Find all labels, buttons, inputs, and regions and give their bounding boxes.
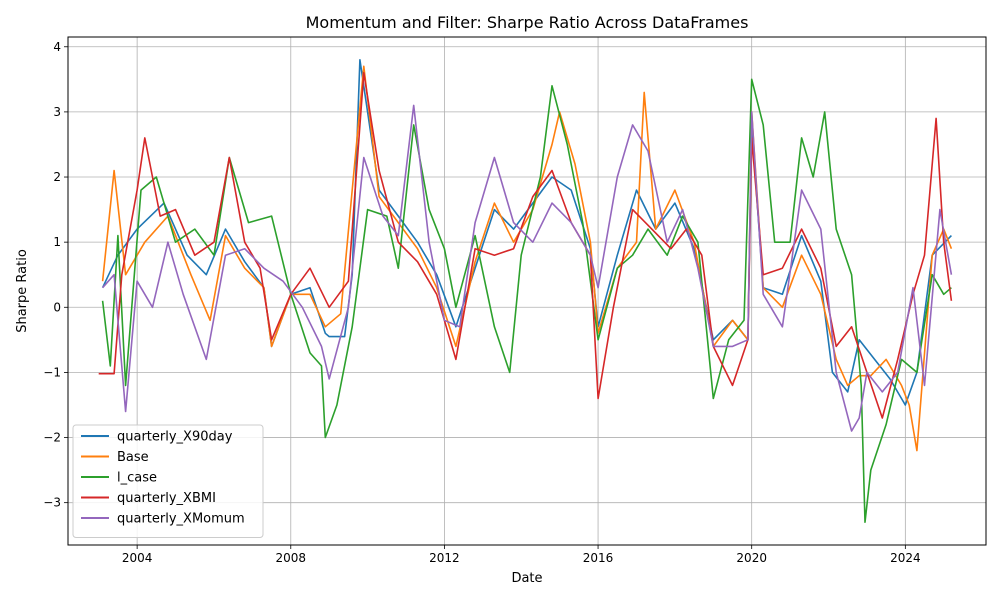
legend-label: quarterly_XMomum — [117, 512, 245, 527]
legend-label: Base — [117, 450, 149, 465]
x-tick-label: 2004 — [122, 551, 153, 565]
y-tick-label: 0 — [53, 300, 61, 314]
x-tick-label: 2020 — [736, 551, 767, 565]
legend-label: l_case — [117, 471, 157, 486]
legend-box — [72, 424, 264, 538]
tick-layer: 2004 2008 2012 2016 2020 2024 −3 −2 −1 0 1 2 3 4 — [43, 40, 920, 565]
y-axis-title: Sharpe Ratio — [15, 249, 30, 333]
series-line-l-case — [101, 78, 952, 524]
y-tick-label: 1 — [53, 235, 61, 249]
legend: quarterly_X90day Base l_case quarterly_XBMI… — [72, 424, 264, 538]
y-tick-label: −1 — [43, 365, 61, 379]
x-axis-title: Date — [511, 571, 542, 586]
y-tick-label: 2 — [53, 170, 61, 184]
y-tick-label: −2 — [43, 431, 61, 445]
series-layer — [98, 58, 953, 524]
x-tick-label: 2008 — [276, 551, 307, 565]
x-tick-label: 2024 — [890, 551, 921, 565]
chart-title: Momentum and Filter: Sharpe Ratio Across… — [306, 13, 749, 32]
series-line-quarterly-xmomum — [102, 104, 953, 432]
legend-label: quarterly_X90day — [117, 430, 233, 445]
y-tick-label: 4 — [53, 40, 61, 54]
plot-frame — [67, 36, 987, 546]
y-tick-label: −3 — [43, 496, 61, 510]
series-line-quarterly-xbmi — [98, 72, 953, 419]
y-tick-label: 3 — [53, 105, 61, 119]
x-tick-label: 2016 — [583, 551, 614, 565]
x-tick-label: 2012 — [429, 551, 460, 565]
legend-label: quarterly_XBMI — [117, 491, 216, 506]
